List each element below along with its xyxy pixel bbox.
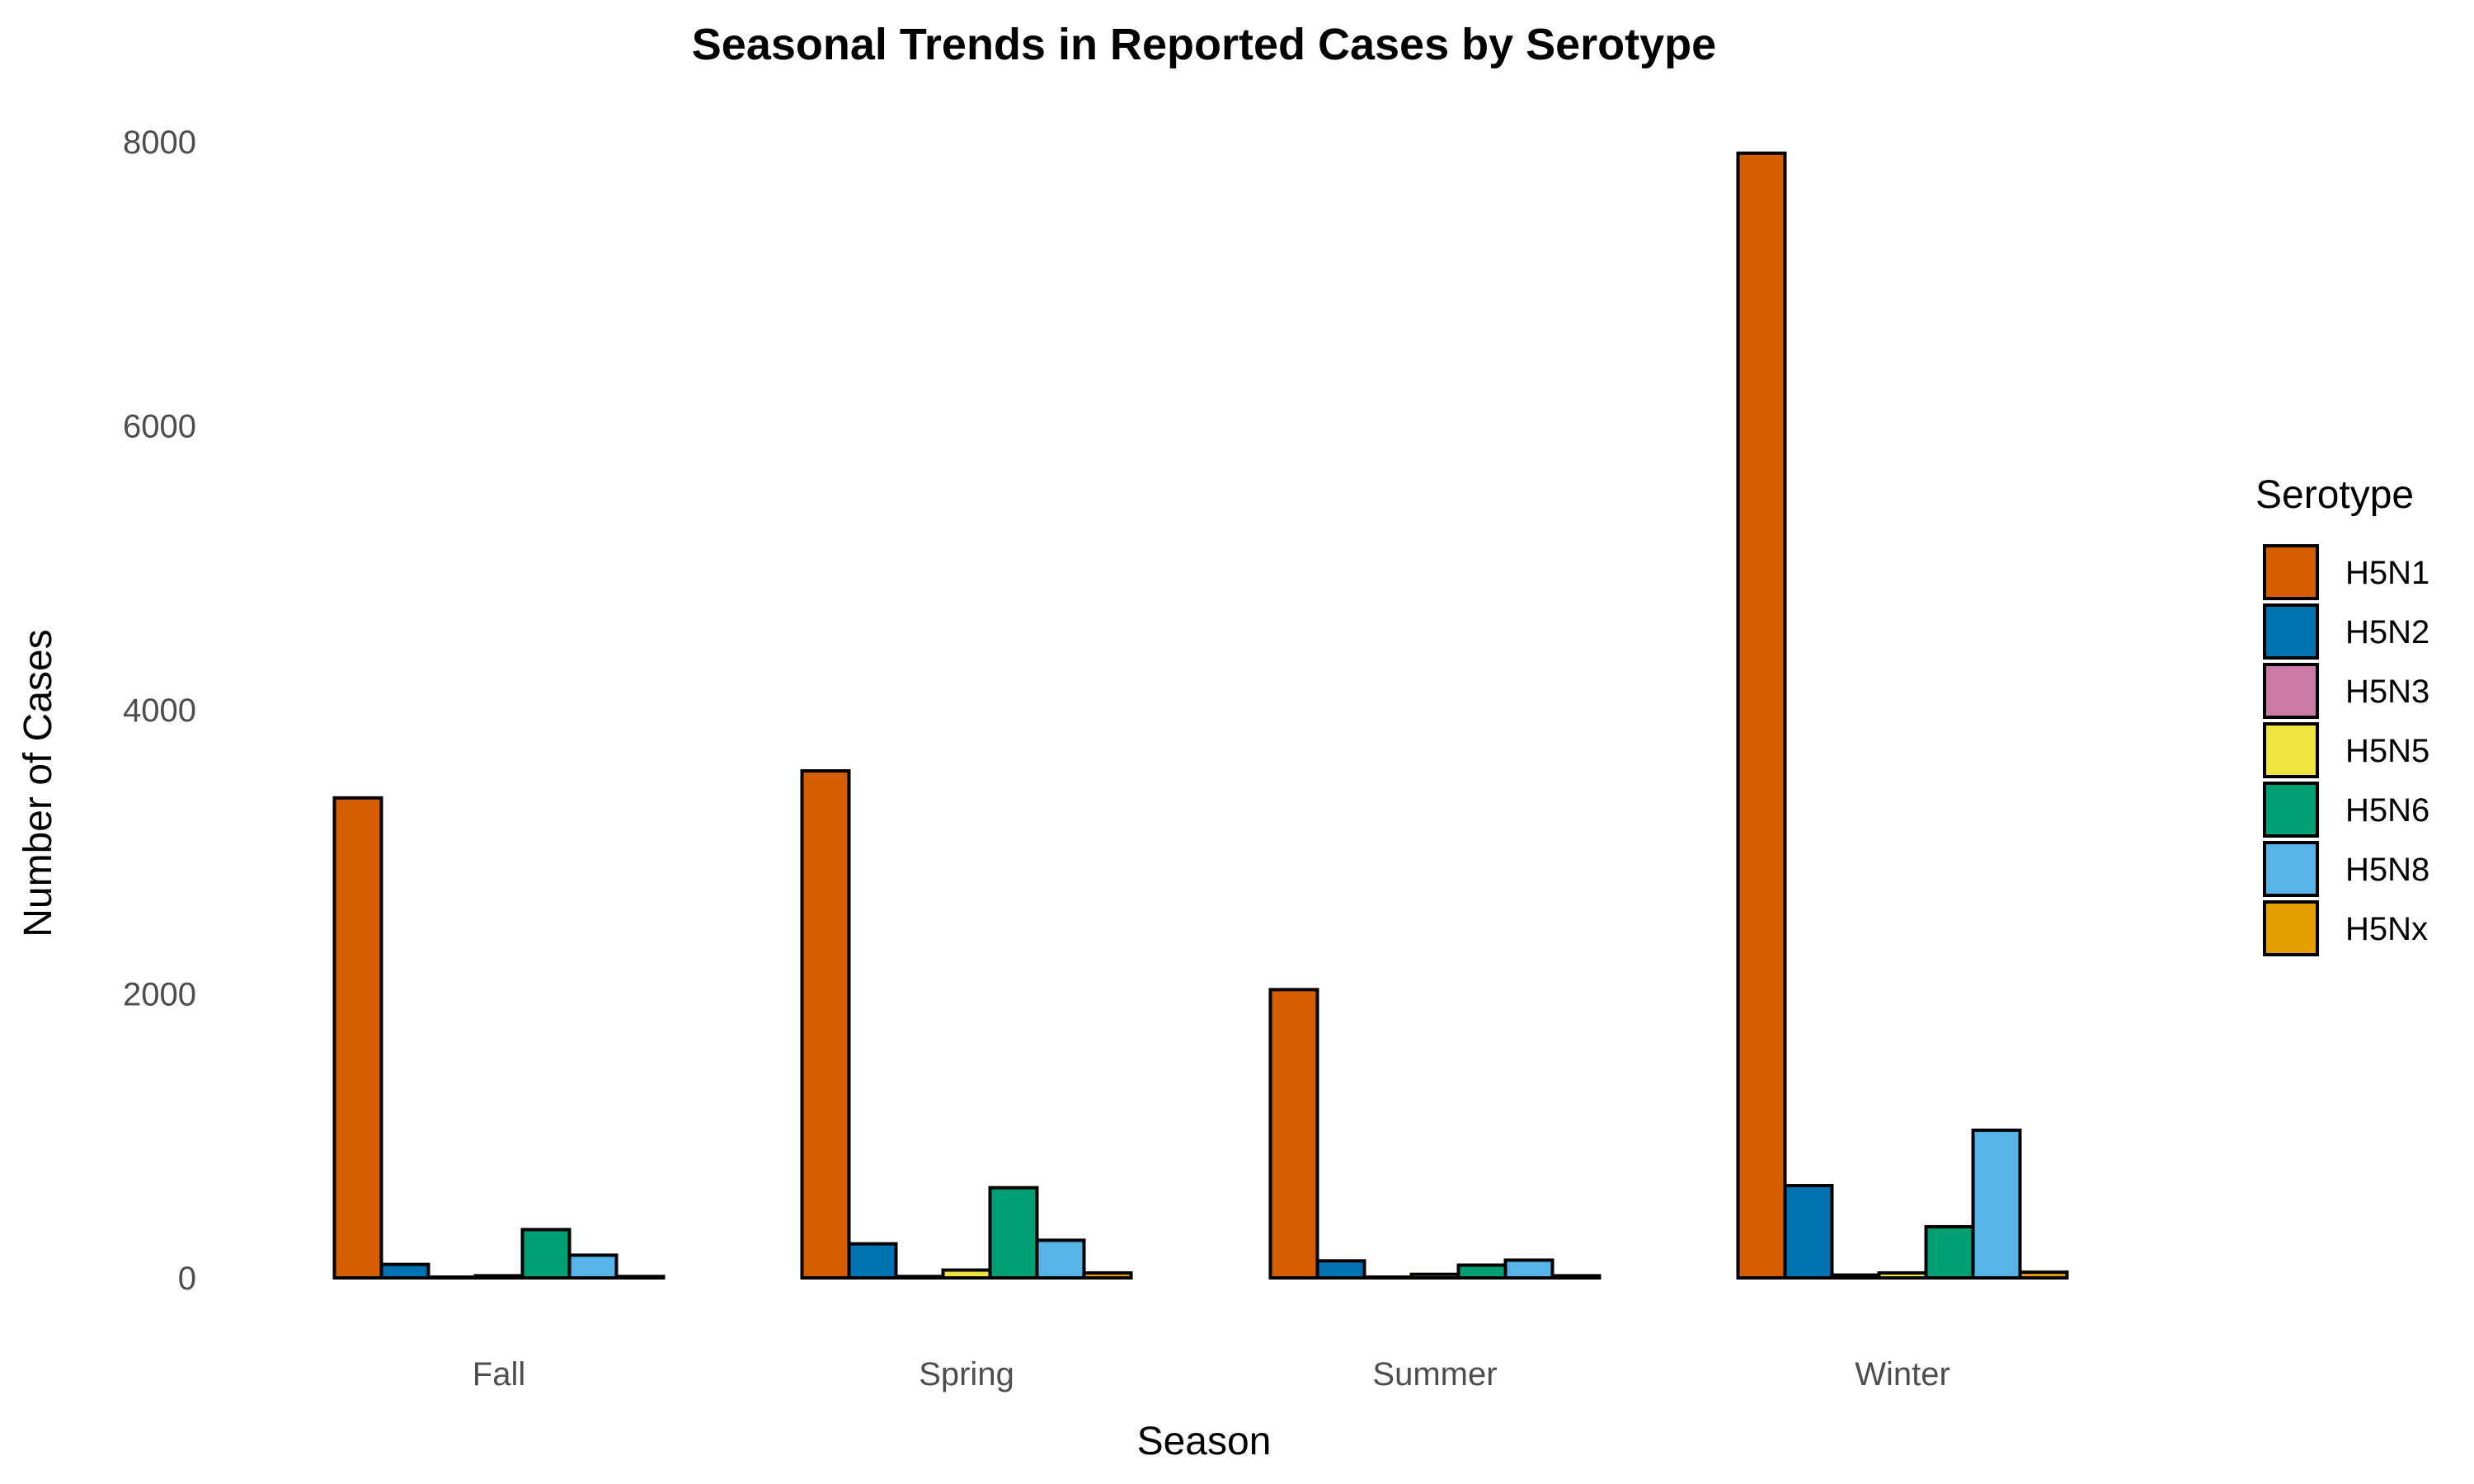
bar-h5nx-fall bbox=[614, 1275, 666, 1280]
legend-swatch bbox=[2263, 603, 2319, 660]
y-tick-label: 0 bbox=[178, 1261, 196, 1297]
bar-h5n5-winter bbox=[1877, 1270, 1928, 1280]
bar-h5n1-winter bbox=[1736, 151, 1787, 1280]
legend-label: H5N6 bbox=[2345, 792, 2429, 829]
bar-h5n6-fall bbox=[520, 1228, 571, 1280]
chart-title: Seasonal Trends in Reported Cases by Ser… bbox=[692, 20, 1716, 69]
legend-item-h5n5: H5N5 bbox=[2263, 722, 2429, 778]
legend-label: H5Nx bbox=[2345, 911, 2428, 947]
y-tick-label: 6000 bbox=[123, 409, 196, 445]
bar-h5n8-fall bbox=[567, 1253, 618, 1280]
legend-item-h5n2: H5N2 bbox=[2263, 603, 2429, 660]
x-tick-label: Fall bbox=[473, 1356, 525, 1392]
plot-bars bbox=[332, 151, 2069, 1280]
x-tick-label: Spring bbox=[919, 1356, 1014, 1392]
x-axis-ticks: Fall Spring Summer Winter bbox=[473, 1356, 1950, 1392]
legend-item-h5n3: H5N3 bbox=[2263, 663, 2429, 719]
bar-group-winter bbox=[1736, 151, 2069, 1280]
bar-h5n8-winter bbox=[1971, 1128, 2022, 1280]
bar-h5n1-summer bbox=[1268, 988, 1319, 1280]
bar-h5n3-fall bbox=[426, 1275, 477, 1280]
x-tick-label: Winter bbox=[1855, 1356, 1950, 1392]
legend-label: H5N2 bbox=[2345, 614, 2429, 650]
y-axis-title: Number of Cases bbox=[16, 629, 60, 937]
bar-h5n2-spring bbox=[847, 1242, 898, 1280]
bar-h5n3-winter bbox=[1830, 1273, 1881, 1280]
bar-group-spring bbox=[800, 769, 1133, 1280]
legend-title: Serotype bbox=[2255, 473, 2414, 517]
bar-h5n1-fall bbox=[332, 796, 383, 1280]
legend-swatch bbox=[2263, 663, 2319, 719]
bar-h5n2-fall bbox=[379, 1262, 430, 1280]
legend-item-h5nx: H5Nx bbox=[2263, 900, 2428, 956]
bar-h5n6-spring bbox=[988, 1186, 1039, 1280]
legend-item-h5n6: H5N6 bbox=[2263, 782, 2429, 838]
y-axis-ticks: 0 2000 4000 6000 8000 bbox=[123, 124, 196, 1297]
bar-h5n1-spring bbox=[800, 769, 851, 1280]
legend-label: H5N1 bbox=[2345, 555, 2429, 591]
legend-swatch bbox=[2263, 900, 2319, 956]
y-tick-label: 8000 bbox=[123, 124, 196, 161]
y-tick-label: 2000 bbox=[123, 977, 196, 1013]
bar-h5n5-fall bbox=[473, 1274, 524, 1280]
legend-swatch bbox=[2263, 544, 2319, 600]
bar-h5n6-winter bbox=[1924, 1224, 1975, 1280]
y-tick-label: 4000 bbox=[123, 693, 196, 729]
bar-h5n2-winter bbox=[1783, 1184, 1834, 1280]
bar-h5nx-summer bbox=[1550, 1274, 1602, 1280]
legend-item-h5n1: H5N1 bbox=[2263, 544, 2429, 600]
legend-swatch bbox=[2263, 841, 2319, 897]
legend-item-h5n8: H5N8 bbox=[2263, 841, 2429, 897]
bar-h5n3-spring bbox=[894, 1275, 945, 1280]
bar-group-summer bbox=[1268, 988, 1602, 1280]
bar-h5n6-summer bbox=[1456, 1263, 1507, 1280]
bar-group-fall bbox=[332, 796, 666, 1280]
bar-h5n8-spring bbox=[1035, 1238, 1086, 1280]
bar-h5n2-summer bbox=[1315, 1259, 1366, 1280]
bar-h5n5-summer bbox=[1409, 1272, 1460, 1280]
bar-h5nx-winter bbox=[2018, 1270, 2069, 1280]
legend-label: H5N5 bbox=[2345, 733, 2429, 769]
legend-items: H5N1 H5N2 H5N3 H5N5 H5N6 H5N8 H5Nx bbox=[2263, 544, 2429, 956]
x-tick-label: Summer bbox=[1372, 1356, 1497, 1392]
legend-swatch bbox=[2263, 782, 2319, 838]
legend-label: H5N3 bbox=[2345, 674, 2429, 710]
bar-h5n3-summer bbox=[1362, 1275, 1413, 1280]
x-axis-title: Season bbox=[1137, 1420, 1272, 1463]
legend: Serotype H5N1 H5N2 H5N3 H5N5 H5N6 H5N8 H5Nx bbox=[2255, 473, 2429, 956]
legend-label: H5N8 bbox=[2345, 852, 2429, 888]
bar-h5n8-summer bbox=[1503, 1258, 1554, 1280]
legend-swatch bbox=[2263, 722, 2319, 778]
bar-h5n5-spring bbox=[941, 1268, 992, 1280]
bar-h5nx-spring bbox=[1082, 1270, 1133, 1280]
